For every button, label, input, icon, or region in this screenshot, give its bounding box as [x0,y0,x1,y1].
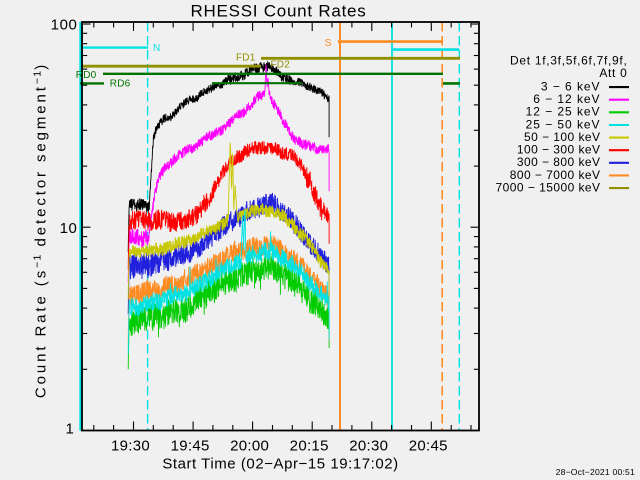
svg-text:FD2: FD2 [271,59,291,70]
svg-text:10: 10 [60,220,78,237]
svg-text:20:15: 20:15 [290,438,329,455]
svg-text:RD0: RD0 [76,70,97,81]
svg-text:20:30: 20:30 [349,438,388,455]
svg-text:S: S [325,37,332,49]
svg-text:300 − 800 keV: 300 − 800 keV [517,155,601,169]
svg-text:800 − 7000 keV: 800 − 7000 keV [510,168,601,182]
svg-text:50 − 100 keV: 50 − 100 keV [524,130,600,144]
svg-text:28−Oct−2021 00:51: 28−Oct−2021 00:51 [556,467,635,477]
svg-text:19:45: 19:45 [171,438,210,455]
svg-text:Att 0: Att 0 [599,66,627,80]
svg-text:RHESSI Count Rates: RHESSI Count Rates [190,2,366,21]
svg-text:19:30: 19:30 [111,438,150,455]
svg-text:RD6: RD6 [110,79,131,90]
svg-text:6 − 12 keV: 6 − 12 keV [533,92,600,106]
svg-text:Det 1f,3f,5f,6f,7f,9f,: Det 1f,3f,5f,6f,7f,9f, [510,54,627,68]
svg-text:100: 100 [51,17,78,34]
svg-text:3 − 6 keV: 3 − 6 keV [541,80,601,94]
svg-text:12 − 25 keV: 12 − 25 keV [526,105,601,119]
svg-text:Count Rate (s−1 detector segme: Count Rate (s−1 detector segment−1) [32,62,50,398]
svg-text:FD1: FD1 [236,52,256,63]
svg-text:20:45: 20:45 [409,438,448,455]
svg-text:7000 − 15000 keV: 7000 − 15000 keV [496,181,601,195]
svg-text:Start Time (02−Apr−15 19:17:02: Start Time (02−Apr−15 19:17:02) [162,456,398,473]
svg-text:25 − 50 keV: 25 − 50 keV [526,117,601,131]
svg-text:1: 1 [66,421,75,438]
svg-text:N: N [153,43,160,54]
svg-text:20:00: 20:00 [230,438,269,455]
svg-text:100 − 300 keV: 100 − 300 keV [517,143,601,157]
